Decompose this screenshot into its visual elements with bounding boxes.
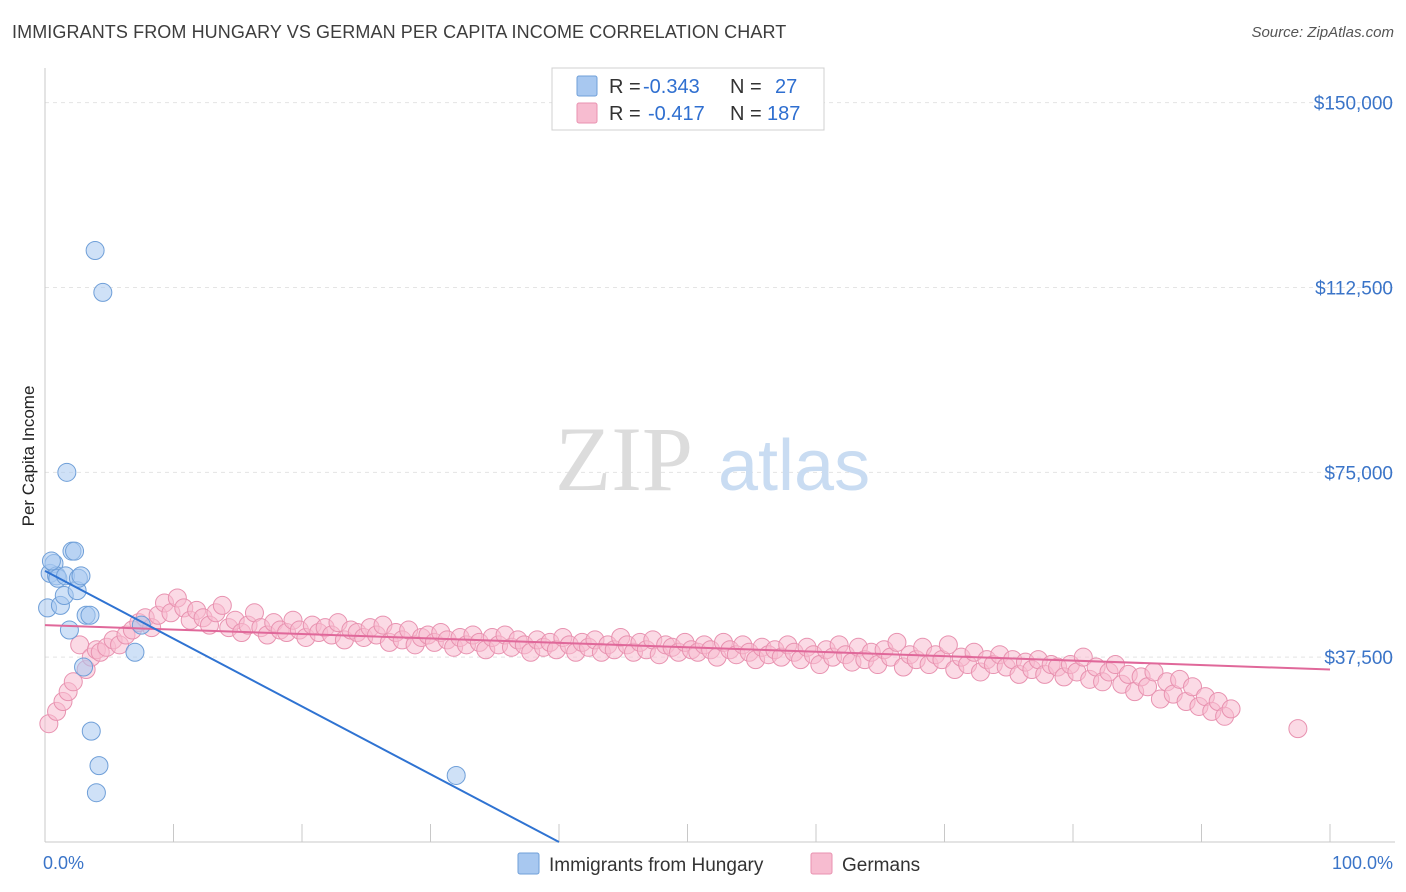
hungary-point-17: [80, 605, 100, 625]
germans-trend-line: [44, 624, 1331, 671]
hungary-point-24: [131, 615, 151, 635]
bottom-legend-swatch-hungary: [517, 852, 540, 875]
hungary-point-11: [65, 541, 85, 561]
series-legend: Immigrants from Hungary Germans: [517, 852, 920, 876]
hungary-point-21: [85, 241, 105, 261]
legend-swatch-hungary: [576, 75, 598, 97]
chart-title: IMMIGRANTS FROM HUNGARY VS GERMAN PER CA…: [12, 22, 787, 42]
hungary-trend-line: [44, 570, 560, 843]
legend-n-label-germans: N =: [730, 103, 762, 125]
legend-r-value-hungary: -0.343: [643, 76, 700, 98]
correlation-legend: R = -0.343 N = 27 R = -0.417 N = 187: [551, 67, 825, 131]
germans-point-185: [1221, 699, 1241, 719]
legend-n-value-hungary: 27: [775, 76, 797, 98]
hungary-point-19: [86, 783, 106, 803]
x-tick-label-min: 0.0%: [43, 853, 84, 873]
germans-point-179: [1183, 677, 1203, 697]
germans-point-167: [1105, 655, 1125, 675]
bottom-legend-swatch-germans: [810, 852, 833, 875]
legend-r-label-germans: R =: [609, 103, 641, 125]
germans-point-4: [63, 672, 83, 692]
legend-r-value-germans: -0.417: [648, 103, 705, 125]
bottom-legend-label-germans: Germans: [842, 855, 920, 876]
source-label: Source: ZipAtlas.com: [1251, 24, 1394, 41]
gridlines: [45, 102, 1395, 658]
hungary-point-8: [57, 462, 77, 482]
x-tick-label-max: 100.0%: [1332, 853, 1393, 873]
hungary-point-26: [446, 765, 466, 785]
hungary-point-14: [71, 566, 91, 586]
series-hungary: [38, 241, 466, 803]
watermark-zip: ZIP: [555, 408, 693, 510]
trend-lines: [44, 570, 1331, 843]
germans-point-141: [938, 635, 958, 655]
axes: [44, 68, 1395, 843]
y-axis-label: Per Capita Income: [19, 386, 38, 527]
watermark-atlas: atlas: [718, 426, 870, 506]
legend-r-label-hungary: R =: [609, 76, 641, 98]
y-tick-label-2: $112,500: [1315, 278, 1393, 299]
series-germans: [39, 588, 1308, 739]
hungary-point-20: [89, 756, 109, 776]
watermark: ZIP atlas: [555, 408, 870, 510]
y-tick-label-0: $37,500: [1324, 648, 1393, 669]
hungary-point-23: [125, 642, 145, 662]
germans-point-28: [212, 595, 232, 615]
y-tick-labels: $37,500 $75,000 $112,500 $150,000: [1314, 94, 1393, 670]
legend-swatch-germans: [576, 102, 598, 124]
bottom-legend-label-hungary: Immigrants from Hungary: [549, 855, 764, 876]
hungary-point-15: [74, 657, 94, 677]
x-tick-labels: 0.0% 100.0%: [43, 853, 1393, 873]
legend-n-label-hungary: N =: [730, 76, 762, 98]
hungary-point-22: [93, 282, 113, 302]
hungary-point-18: [81, 721, 101, 741]
hungary-point-9: [59, 620, 79, 640]
germans-point-186: [1288, 719, 1308, 739]
hungary-point-25: [41, 551, 61, 571]
legend-n-value-germans: 187: [767, 103, 800, 125]
y-tick-label-1: $75,000: [1324, 463, 1393, 484]
y-tick-label-3: $150,000: [1314, 94, 1393, 115]
germans-point-133: [887, 632, 907, 652]
